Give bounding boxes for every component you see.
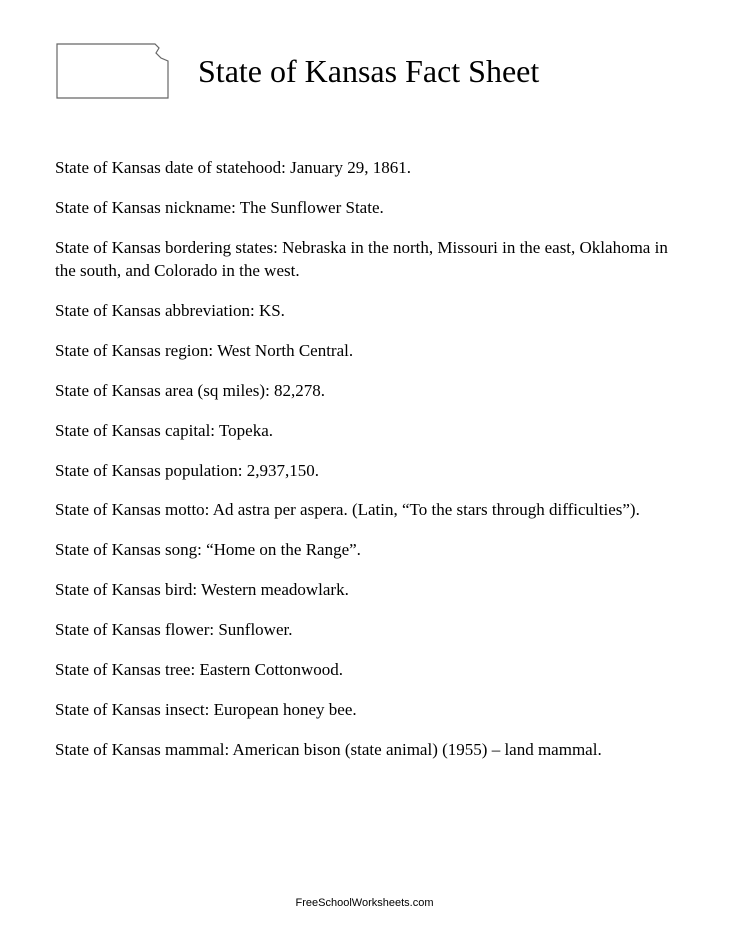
- fact-item: State of Kansas bordering states: Nebras…: [55, 237, 674, 283]
- fact-item: State of Kansas abbreviation: KS.: [55, 300, 674, 323]
- fact-item: State of Kansas population: 2,937,150.: [55, 460, 674, 483]
- fact-item: State of Kansas bird: Western meadowlark…: [55, 579, 674, 602]
- fact-item: State of Kansas region: West North Centr…: [55, 340, 674, 363]
- fact-item: State of Kansas nickname: The Sunflower …: [55, 197, 674, 220]
- fact-item: State of Kansas tree: Eastern Cottonwood…: [55, 659, 674, 682]
- fact-item: State of Kansas song: “Home on the Range…: [55, 539, 674, 562]
- facts-list: State of Kansas date of statehood: Janua…: [55, 157, 674, 762]
- footer-attribution: FreeSchoolWorksheets.com: [0, 897, 729, 909]
- kansas-outline-icon: [55, 40, 170, 102]
- fact-item: State of Kansas flower: Sunflower.: [55, 619, 674, 642]
- fact-item: State of Kansas insect: European honey b…: [55, 699, 674, 722]
- page-title: State of Kansas Fact Sheet: [198, 53, 539, 90]
- fact-item: State of Kansas motto: Ad astra per aspe…: [55, 499, 674, 522]
- header: State of Kansas Fact Sheet: [55, 40, 674, 102]
- fact-item: State of Kansas capital: Topeka.: [55, 420, 674, 443]
- fact-item: State of Kansas area (sq miles): 82,278.: [55, 380, 674, 403]
- fact-item: State of Kansas date of statehood: Janua…: [55, 157, 674, 180]
- page-container: State of Kansas Fact Sheet State of Kans…: [0, 0, 729, 762]
- fact-item: State of Kansas mammal: American bison (…: [55, 739, 674, 762]
